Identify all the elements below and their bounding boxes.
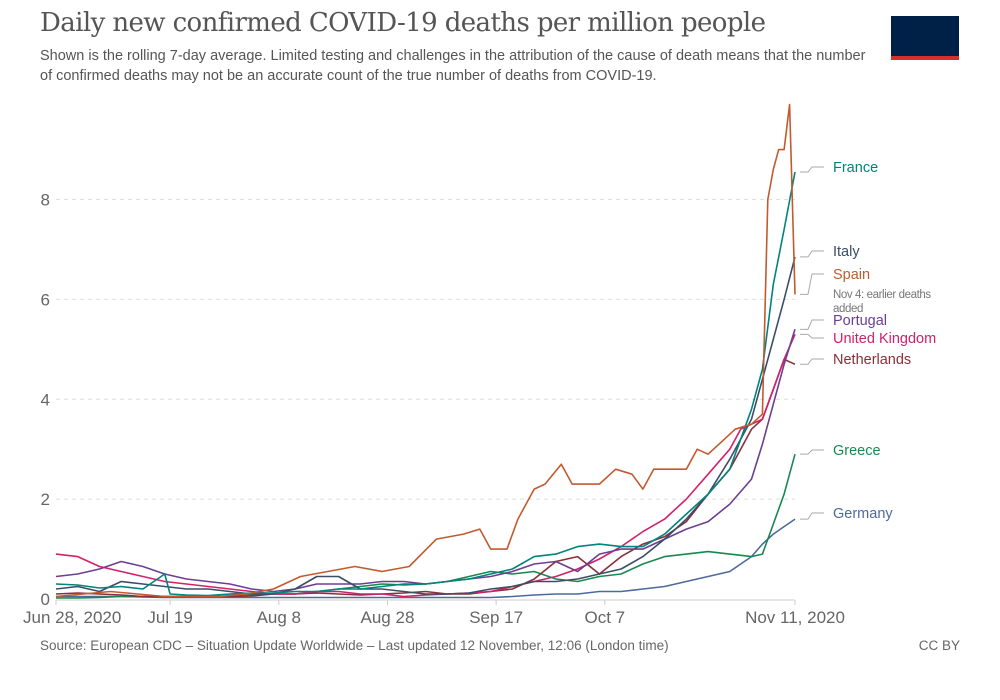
legend-item-france: France: [800, 160, 878, 176]
legend-connector: [800, 166, 824, 173]
y-tick-label: 2: [41, 490, 50, 509]
y-tick-label: 6: [41, 290, 50, 309]
source-note[interactable]: Source: European CDC – Situation Update …: [40, 638, 669, 653]
series-line-germany: [56, 518, 796, 599]
legend-connector: [800, 358, 824, 365]
y-tick-label: 8: [41, 191, 50, 210]
license-label[interactable]: CC BY: [918, 638, 960, 653]
legend-label: Greece: [833, 443, 881, 459]
chart-title: Daily new confirmed COVID-19 deaths per …: [40, 8, 766, 38]
y-tick-label: 0: [41, 590, 50, 609]
legend-connector: [800, 319, 824, 330]
series-line-italy: [55, 256, 796, 595]
x-tick-label: Nov 11, 2020: [745, 608, 845, 627]
x-tick-label: Oct 7: [585, 608, 626, 627]
gridlines: [56, 199, 795, 500]
legend-label: Portugal: [833, 313, 887, 329]
y-tick-label: 4: [41, 390, 50, 409]
legend-label: France: [833, 160, 878, 176]
annotation-label: added: [833, 303, 863, 315]
legend-connector: [800, 449, 824, 455]
legend-connector: [800, 250, 824, 258]
legend-item-netherlands: Netherlands: [800, 352, 911, 368]
legend-label: United Kingdom: [833, 331, 936, 347]
legend-label: Germany: [833, 506, 893, 522]
legend-item-italy: Italy: [800, 244, 860, 260]
x-tick-label: Jul 19: [147, 608, 192, 627]
legend-item-spain: Spain Nov 4: earlier deaths added: [800, 267, 932, 315]
x-tick-label: Jun 28, 2020: [23, 608, 121, 627]
x-tick-label: Aug 8: [257, 608, 301, 627]
series-line-greece: [56, 453, 796, 599]
legend-connector: [800, 273, 824, 295]
legend-item-germany: Germany: [800, 506, 893, 522]
annotation-label: Nov 4: earlier deaths: [833, 289, 931, 301]
legend-item-united-kingdom: United Kingdom: [800, 331, 936, 347]
logo-stripe: [891, 56, 959, 60]
series-line-portugal: [55, 329, 796, 593]
series-line-united-kingdom: [55, 333, 796, 598]
legend-connector: [800, 512, 824, 520]
y-axis: 0 2 4 6 8: [41, 191, 50, 610]
legend-label: Italy: [833, 244, 860, 260]
x-tick-label: Sep 17: [469, 608, 523, 627]
chart-subtitle: Shown is the rolling 7-day average. Limi…: [40, 48, 866, 84]
legend-label: Netherlands: [833, 352, 911, 368]
x-axis: Jun 28, 2020 Jul 19 Aug 8 Aug 28 Sep 17 Oct 7…: [23, 599, 845, 627]
owid-logo[interactable]: [891, 16, 959, 60]
legend-connector: [800, 333, 824, 339]
legend: France Italy Spain Nov 4: earlier deaths add…: [800, 160, 936, 522]
series-line-spain: [55, 103, 796, 598]
series-line-france: [55, 171, 796, 597]
legend-item-portugal: Portugal: [800, 313, 887, 330]
series-line-netherlands: [55, 358, 796, 598]
series-lines: [55, 103, 796, 599]
legend-label: Spain: [833, 267, 870, 283]
legend-item-greece: Greece: [800, 443, 881, 459]
x-tick-label: Aug 28: [361, 608, 415, 627]
